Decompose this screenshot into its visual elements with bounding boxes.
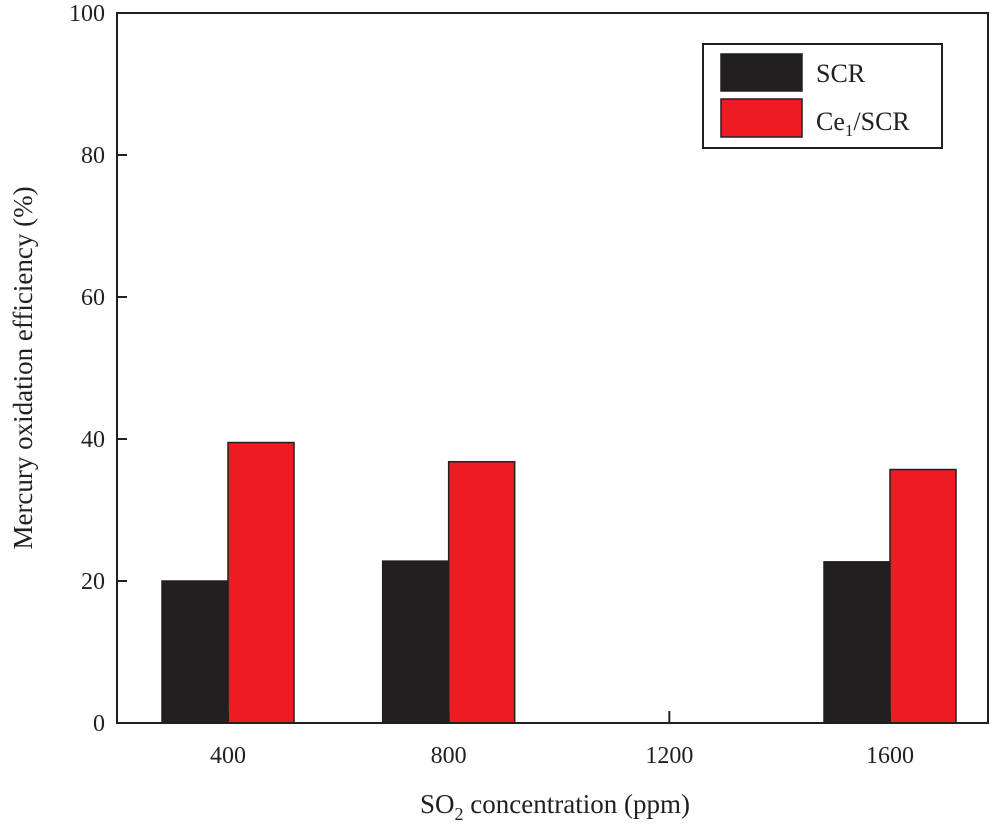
legend-label-ce1-scr: Ce1/SCR [816, 107, 910, 140]
x-axis-title-rest: concentration (ppm) [464, 789, 690, 819]
x-tick-label: 800 [431, 743, 467, 769]
x-axis-title-subscript: 2 [455, 804, 464, 824]
y-tick-label: 0 [93, 711, 105, 737]
bars-layer [161, 441, 957, 724]
bar-scr-1600 [823, 561, 891, 724]
y-tick-label: 100 [69, 1, 105, 27]
legend-swatch-ce1-scr [720, 98, 803, 138]
y-axis-title: Mercury oxidation efficiency (%) [8, 186, 38, 549]
legend-label-ce1-subscript: 1 [845, 121, 854, 140]
x-axis-title-main: SO [420, 789, 455, 819]
bar-ce1-scr-800 [447, 460, 516, 724]
y-axis: 0 20 40 60 80 100 [69, 1, 127, 737]
legend-label-scr: SCR [816, 59, 866, 88]
plot-frame [116, 12, 989, 724]
y-tick-label: 40 [81, 427, 105, 453]
legend-swatch-scr [720, 53, 803, 92]
y-tick-label: 60 [81, 285, 105, 311]
x-tick-label: 1600 [866, 743, 914, 769]
bar-scr-400 [161, 580, 229, 724]
bar-ce1-scr-1600 [889, 468, 957, 724]
y-tick-label: 20 [81, 569, 105, 595]
x-axis: 400 800 1200 1600 [210, 711, 914, 769]
bar-scr-800 [381, 560, 450, 724]
x-axis-title: SO2 concentration (ppm) [420, 789, 690, 824]
x-tick-label: 1200 [645, 743, 693, 769]
y-tick-label: 80 [81, 143, 105, 169]
legend-label-ce1-rest: /SCR [853, 107, 910, 136]
legend: SCR Ce1/SCR [702, 43, 943, 149]
bar-ce1-scr-400 [227, 441, 295, 724]
x-tick-label: 400 [210, 743, 246, 769]
legend-label-ce1-main: Ce [816, 107, 845, 136]
